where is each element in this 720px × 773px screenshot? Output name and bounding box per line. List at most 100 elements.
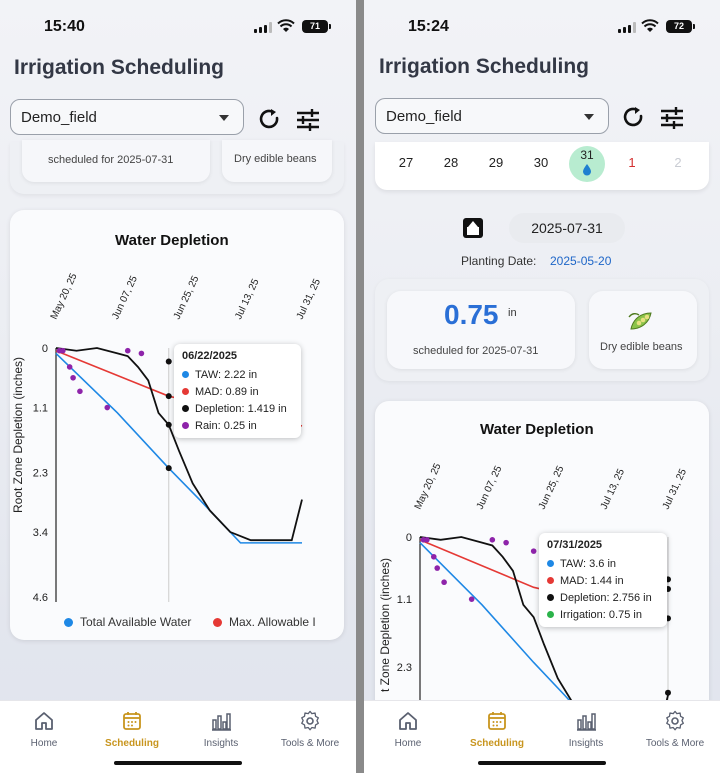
status-bar: 15:24 72 xyxy=(364,0,720,50)
bar-chart-icon xyxy=(577,713,596,731)
depletion-line xyxy=(419,536,669,710)
y-axis-label: t Zone Depletion (inches) xyxy=(378,558,392,692)
tab-label: Tools & More xyxy=(280,738,340,749)
y-tick-label: 1.1 xyxy=(397,594,412,606)
tab-label: Scheduling xyxy=(105,738,159,749)
signal-icon xyxy=(254,22,272,33)
field-select[interactable]: Demo_field xyxy=(375,98,609,134)
rain-point xyxy=(530,548,537,554)
hover-marker xyxy=(165,465,172,472)
battery-icon: 72 xyxy=(666,20,695,33)
calendar-day[interactable]: 29 xyxy=(488,155,504,170)
x-tick-label: Jun 07, 25 xyxy=(110,274,140,321)
crop-text: Dry edible beans xyxy=(234,153,317,165)
tooltip-row: TAW: 2.22 in xyxy=(182,366,293,383)
x-tick-label: May 20, 25 xyxy=(413,461,444,511)
tooltip-date: 06/22/2025 xyxy=(182,350,238,362)
filter-settings-icon[interactable] xyxy=(294,106,322,134)
mad-dot-icon xyxy=(547,577,554,584)
tab-tools-more[interactable]: Tools & More xyxy=(270,710,350,749)
tab-label: Home xyxy=(394,738,422,749)
screen-divider xyxy=(356,0,364,773)
signal-icon xyxy=(618,22,636,33)
tooltip-mad: MAD: 0.89 in xyxy=(195,385,259,398)
chart-tooltip: 07/31/2025 TAW: 3.6 in MAD: 1.44 in Depl… xyxy=(539,533,667,627)
filter-settings-icon[interactable] xyxy=(658,104,686,132)
crop-text: Dry edible beans xyxy=(600,341,683,353)
x-tick-label: Jun 25, 25 xyxy=(172,274,202,321)
planting-date-value[interactable]: 2025-05-20 xyxy=(550,254,612,268)
taw-line xyxy=(55,352,302,544)
tooltip-depletion: Depletion: 1.419 in xyxy=(195,402,287,415)
chart-tooltip: 06/22/2025 TAW: 2.22 in MAD: 0.89 in Dep… xyxy=(174,344,301,438)
wifi-icon xyxy=(641,19,659,32)
field-select[interactable]: Demo_field xyxy=(10,99,244,135)
calendar-day[interactable]: 1 xyxy=(628,155,636,170)
calendar-day[interactable]: 30 xyxy=(533,155,549,170)
x-tick-label: Jul 31, 25 xyxy=(661,467,689,511)
tooltip-row: Depletion: 1.419 in xyxy=(182,400,293,417)
gear-icon xyxy=(666,710,684,731)
tab-scheduling[interactable]: Scheduling xyxy=(457,710,537,749)
crop-card[interactable]: Dry edible beans xyxy=(589,291,697,369)
rain-point xyxy=(424,537,430,543)
tab-insights[interactable]: Insights xyxy=(546,710,626,749)
calendar-icon xyxy=(123,712,141,730)
legend-mad[interactable]: Max. Allowable I xyxy=(213,615,316,629)
tab-label: Insights xyxy=(203,738,239,749)
depletion-dot-icon xyxy=(547,594,554,601)
rain-point xyxy=(441,579,447,586)
tab-insights[interactable]: Insights xyxy=(181,710,261,749)
legend-taw[interactable]: Total Available Water xyxy=(64,615,191,629)
chevron-down-icon xyxy=(584,114,594,120)
status-time: 15:24 xyxy=(408,18,449,35)
scheduled-card: 0.75 in scheduled for 2025-07-31 xyxy=(387,291,575,369)
x-tick-label: Jun 07, 25 xyxy=(475,464,505,511)
rain-dot-icon xyxy=(182,422,189,429)
calendar-strip xyxy=(375,142,709,190)
y-tick-label: 0 xyxy=(42,343,48,355)
calendar-day[interactable]: 2 xyxy=(674,155,682,170)
home-indicator xyxy=(478,761,606,765)
rain-point xyxy=(434,565,441,571)
mad-legend-icon xyxy=(213,617,222,627)
rain-point xyxy=(60,347,66,354)
right-phone-screen: 15:24 72 Irrigation Scheduling Demo_fiel… xyxy=(364,0,720,773)
battery-icon: 71 xyxy=(302,20,331,33)
refresh-icon[interactable] xyxy=(256,106,284,134)
left-phone-screen: 15:40 71 Irrigation Scheduling Demo_fiel… xyxy=(0,0,356,773)
home-icon xyxy=(35,712,53,730)
tab-home[interactable]: Home xyxy=(4,710,84,749)
refresh-icon[interactable] xyxy=(620,104,648,132)
rain-point xyxy=(104,404,111,411)
selected-date-pill[interactable]: 2025-07-31 xyxy=(509,213,625,243)
tooltip-irrigation: Irrigation: 0.75 in xyxy=(560,608,642,621)
status-time: 15:40 xyxy=(44,18,85,35)
water-depletion-chart[interactable]: May 20, 25 Jun 07, 25 Jun 25, 25 Jul 13, 25… xyxy=(0,250,356,620)
field-select-value: Demo_field xyxy=(386,108,462,125)
water-depletion-chart[interactable]: May 20, 25 Jun 07, 25 Jun 25, 25 Jul 13, 25… xyxy=(364,440,720,710)
y-tick-label: 2.3 xyxy=(33,468,48,480)
rain-point xyxy=(468,596,475,602)
rain-point xyxy=(77,388,83,395)
tooltip-row: TAW: 3.6 in xyxy=(547,555,659,572)
tooltip-taw: TAW: 3.6 in xyxy=(560,557,617,570)
tab-home[interactable]: Home xyxy=(368,710,448,749)
irrigation-unit: in xyxy=(508,307,517,319)
calendar-day[interactable]: 28 xyxy=(443,155,459,170)
tab-tools-more[interactable]: Tools & More xyxy=(635,710,715,749)
field-select-value: Demo_field xyxy=(21,109,97,126)
bottom-tab-bar xyxy=(0,700,356,773)
y-tick-label: 1.1 xyxy=(33,403,48,415)
tooltip-row: MAD: 1.44 in xyxy=(547,572,659,589)
taw-legend-icon xyxy=(64,617,73,627)
calendar-toggle-icon[interactable] xyxy=(462,217,484,239)
tab-scheduling[interactable]: Scheduling xyxy=(92,710,172,749)
calendar-day-selected[interactable]: 31 xyxy=(580,148,594,162)
calendar-day[interactable]: 27 xyxy=(398,155,414,170)
water-drop-icon xyxy=(583,164,591,176)
crop-card: Dry edible beans xyxy=(222,140,332,182)
rain-point xyxy=(430,553,437,560)
hover-marker xyxy=(165,393,172,400)
tooltip-row: Irrigation: 0.75 in xyxy=(547,606,659,623)
